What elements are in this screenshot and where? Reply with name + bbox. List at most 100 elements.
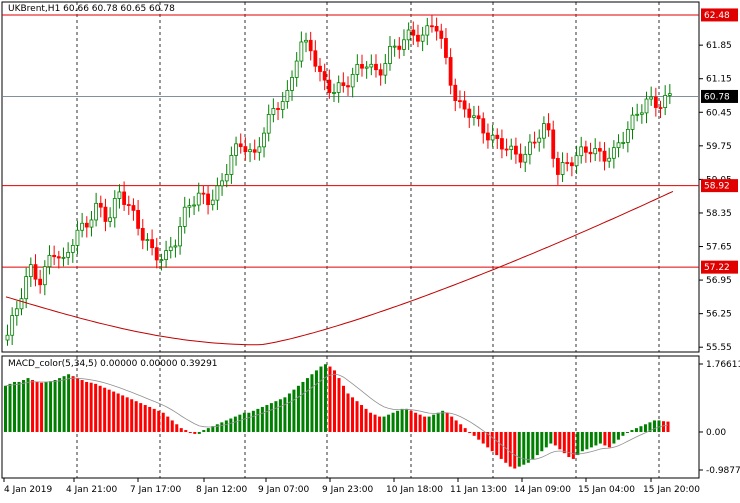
macd-bar	[544, 431, 548, 448]
candle-body	[220, 180, 224, 187]
candle-body	[164, 250, 168, 261]
macd-bar	[400, 408, 404, 432]
candle-body	[280, 101, 285, 110]
candle-body	[453, 84, 458, 102]
candle-body	[607, 157, 612, 162]
time-axis-label: 7 Jan 17:00	[130, 485, 182, 495]
macd-bar	[499, 431, 503, 459]
macd-bar	[598, 431, 602, 444]
candle-body	[168, 246, 173, 252]
macd-tick-label: 0.00	[706, 428, 726, 438]
macd-bar	[89, 382, 93, 432]
macd-bar	[553, 431, 557, 446]
candle-body	[192, 204, 196, 207]
candle-body	[215, 185, 220, 201]
candle-body	[159, 259, 164, 262]
macd-bar	[260, 406, 264, 432]
macd-bar	[98, 385, 102, 432]
candle-body	[308, 39, 313, 52]
macd-bar	[594, 431, 598, 446]
macd-bar	[229, 418, 233, 432]
macd-bar	[62, 376, 66, 432]
macd-bar	[486, 431, 490, 448]
macd-bar	[657, 420, 661, 432]
price-tag	[701, 179, 738, 193]
candle-body	[425, 25, 430, 36]
candle-body	[625, 128, 630, 143]
candle-body	[108, 217, 113, 222]
candle-body	[210, 199, 215, 206]
candle-body	[588, 151, 593, 155]
macd-bar	[468, 431, 472, 433]
macd-bar	[454, 420, 458, 432]
macd-histogram	[4, 364, 670, 469]
macd-bar	[540, 431, 544, 452]
macd-bar	[481, 431, 485, 444]
candle-body	[285, 90, 290, 102]
macd-bar	[508, 431, 512, 467]
candle-body	[579, 146, 584, 157]
candle-body	[420, 34, 425, 42]
price-tick-label: 56.95	[706, 276, 732, 286]
price-tick-label: 58.35	[706, 209, 732, 219]
candle-body	[52, 254, 57, 258]
candle-body	[150, 239, 154, 249]
macd-bar	[346, 393, 350, 432]
macd-bar	[211, 426, 215, 432]
candle-body	[514, 145, 518, 155]
candle-body	[94, 202, 99, 221]
candle-body	[56, 256, 61, 259]
symbol-timeframe: UKBrent,H1	[8, 4, 61, 14]
macd-bar	[296, 385, 300, 432]
macd-bar	[634, 428, 638, 432]
candle-body	[89, 219, 94, 228]
candle-body	[14, 308, 19, 316]
macd-bar	[215, 424, 219, 432]
candle-body	[98, 202, 103, 208]
macd-bar	[31, 380, 35, 432]
macd-bar	[535, 431, 539, 456]
macd-bar	[495, 431, 499, 456]
macd-bar	[256, 408, 260, 432]
macd-bar	[224, 420, 228, 432]
candle-body	[565, 162, 570, 164]
macd-bar	[265, 405, 269, 432]
macd-bar	[278, 399, 282, 432]
macd-bar	[134, 401, 138, 432]
candle-body	[434, 25, 439, 32]
candle-body	[635, 113, 640, 116]
candle-body	[644, 98, 649, 114]
macd-bar	[364, 408, 368, 432]
candle-body	[430, 25, 434, 28]
time-axis-label: 4 Jan 2019	[4, 485, 52, 495]
candle-body	[206, 193, 210, 206]
macd-bar	[179, 428, 183, 432]
macd-bar	[13, 381, 17, 432]
macd-bar	[607, 431, 611, 448]
candle-body	[444, 38, 448, 58]
macd-bar	[616, 431, 620, 440]
price-panel-frame	[1, 1, 700, 353]
candle-body	[560, 162, 565, 175]
macd-bar	[666, 421, 670, 432]
macd-bar	[427, 416, 431, 432]
candle-body	[602, 150, 607, 162]
macd-bar	[148, 406, 152, 432]
candle-body	[448, 57, 453, 86]
macd-bar	[22, 380, 26, 432]
time-axis-label: 15 Jan 04:00	[578, 485, 635, 495]
candle-body	[630, 114, 635, 130]
macd-bar	[94, 383, 98, 432]
macd-bar	[4, 385, 7, 432]
candle-body	[528, 141, 532, 155]
candle-body	[75, 229, 80, 246]
macd-bar	[396, 410, 400, 432]
macd-bar	[423, 416, 427, 432]
candle-body	[131, 205, 136, 211]
candle-body	[70, 244, 75, 253]
candle-body	[551, 129, 556, 159]
macd-bar	[387, 414, 391, 432]
candle-body	[532, 141, 537, 144]
